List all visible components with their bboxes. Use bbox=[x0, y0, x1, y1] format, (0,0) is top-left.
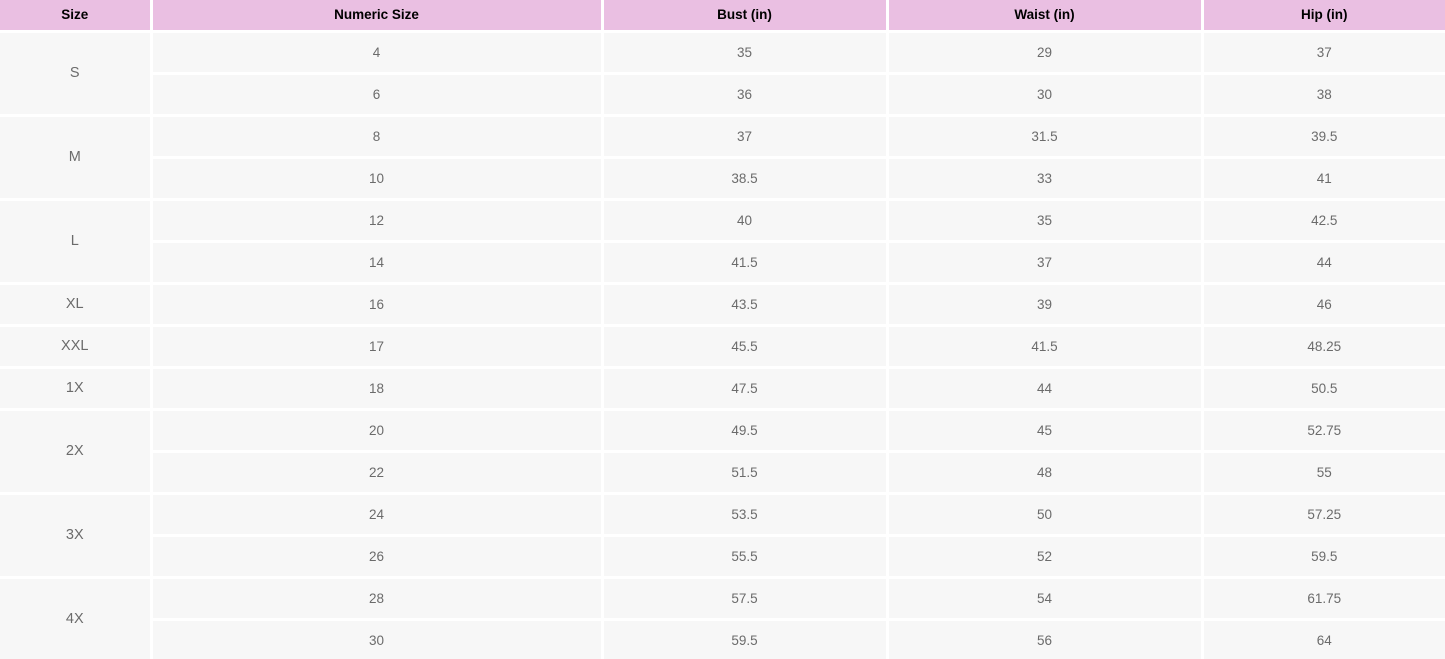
measurement-cell: 20 bbox=[151, 409, 604, 453]
table-row: 1X 18 47.5 44 50.5 bbox=[0, 367, 1445, 411]
table-row: 10 38.5 33 41 bbox=[0, 157, 1445, 201]
table-row: S 4 35 29 37 bbox=[0, 31, 1445, 117]
column-header-size: Size bbox=[0, 0, 153, 33]
measurement-cell: 52 bbox=[887, 535, 1204, 579]
measurement-cell: 42.5 bbox=[1202, 199, 1445, 243]
size-group-cell: L bbox=[0, 199, 153, 285]
table-row: 3X 24 53.5 50 57.25 bbox=[0, 493, 1445, 579]
size-group-cell: 1X bbox=[0, 367, 153, 411]
measurement-cell: 40 bbox=[602, 199, 889, 243]
measurement-cell: 53.5 bbox=[602, 493, 889, 537]
header-row: Size Numeric Size Bust (in) Waist (in) Hip (… bbox=[0, 0, 1445, 33]
table-head: Size Numeric Size Bust (in) Waist (in) Hip (… bbox=[0, 0, 1445, 33]
table-row: L 12 40 35 42.5 bbox=[0, 199, 1445, 285]
measurement-cell: 35 bbox=[602, 31, 889, 75]
table-row: 2X 20 49.5 45 52.75 bbox=[0, 409, 1445, 495]
size-group-cell: M bbox=[0, 115, 153, 201]
measurement-cell: 37 bbox=[887, 241, 1204, 285]
measurement-cell: 45.5 bbox=[602, 325, 889, 369]
measurement-cell: 49.5 bbox=[602, 409, 889, 453]
measurement-cell: 48 bbox=[887, 451, 1204, 495]
measurement-cell: 48.25 bbox=[1202, 325, 1445, 369]
measurement-cell: 61.75 bbox=[1202, 577, 1445, 621]
measurement-cell: 17 bbox=[151, 325, 604, 369]
measurement-cell: 29 bbox=[887, 31, 1204, 75]
measurement-cell: 30 bbox=[151, 619, 604, 659]
measurement-cell: 55 bbox=[1202, 451, 1445, 495]
measurement-cell: 64 bbox=[1202, 619, 1445, 659]
measurement-cell: 22 bbox=[151, 451, 604, 495]
table-row: 14 41.5 37 44 bbox=[0, 241, 1445, 285]
measurement-cell: 18 bbox=[151, 367, 604, 411]
size-group-cell: 3X bbox=[0, 493, 153, 579]
measurement-cell: 8 bbox=[151, 115, 604, 159]
table-row: 4X 28 57.5 54 61.75 bbox=[0, 577, 1445, 659]
measurement-cell: 24 bbox=[151, 493, 604, 537]
column-header-numeric-size: Numeric Size bbox=[151, 0, 604, 33]
measurement-cell: 28 bbox=[151, 577, 604, 621]
measurement-cell: 12 bbox=[151, 199, 604, 243]
table-row: XL 16 43.5 39 46 bbox=[0, 283, 1445, 327]
measurement-cell: 38 bbox=[1202, 73, 1445, 117]
measurement-cell: 31.5 bbox=[887, 115, 1204, 159]
size-group-cell: 4X bbox=[0, 577, 153, 659]
size-group-cell: 2X bbox=[0, 409, 153, 495]
measurement-cell: 54 bbox=[887, 577, 1204, 621]
measurement-cell: 26 bbox=[151, 535, 604, 579]
measurement-cell: 45 bbox=[887, 409, 1204, 453]
table-body: S 4 35 29 37 6 36 30 38 M 8 37 31.5 39.5 10 38.5 33 41 L 12… bbox=[0, 31, 1445, 659]
measurement-cell: 30 bbox=[887, 73, 1204, 117]
measurement-cell: 44 bbox=[1202, 241, 1445, 285]
measurement-cell: 51.5 bbox=[602, 451, 889, 495]
measurement-cell: 52.75 bbox=[1202, 409, 1445, 453]
measurement-cell: 36 bbox=[602, 73, 889, 117]
measurement-cell: 37 bbox=[1202, 31, 1445, 75]
measurement-cell: 57.5 bbox=[602, 577, 889, 621]
column-header-hip-in: Hip (in) bbox=[1202, 0, 1445, 33]
measurement-cell: 55.5 bbox=[602, 535, 889, 579]
measurement-cell: 38.5 bbox=[602, 157, 889, 201]
measurement-cell: 50.5 bbox=[1202, 367, 1445, 411]
measurement-cell: 59.5 bbox=[1202, 535, 1445, 579]
column-header-bust-in: Bust (in) bbox=[602, 0, 889, 33]
size-group-cell: XL bbox=[0, 283, 153, 327]
measurement-cell: 57.25 bbox=[1202, 493, 1445, 537]
table-row: M 8 37 31.5 39.5 bbox=[0, 115, 1445, 201]
table-row: 26 55.5 52 59.5 bbox=[0, 535, 1445, 579]
measurement-cell: 56 bbox=[887, 619, 1204, 659]
measurement-cell: 16 bbox=[151, 283, 604, 327]
measurement-cell: 39.5 bbox=[1202, 115, 1445, 159]
size-group-cell: S bbox=[0, 31, 153, 117]
measurement-cell: 39 bbox=[887, 283, 1204, 327]
measurement-cell: 14 bbox=[151, 241, 604, 285]
table-row: 6 36 30 38 bbox=[0, 73, 1445, 117]
measurement-cell: 4 bbox=[151, 31, 604, 75]
measurement-cell: 10 bbox=[151, 157, 604, 201]
measurement-cell: 47.5 bbox=[602, 367, 889, 411]
table-row: 22 51.5 48 55 bbox=[0, 451, 1445, 495]
measurement-cell: 43.5 bbox=[602, 283, 889, 327]
size-group-cell: XXL bbox=[0, 325, 153, 369]
measurement-cell: 59.5 bbox=[602, 619, 889, 659]
column-header-waist-in: Waist (in) bbox=[887, 0, 1204, 33]
measurement-cell: 44 bbox=[887, 367, 1204, 411]
measurement-cell: 41.5 bbox=[887, 325, 1204, 369]
measurement-cell: 46 bbox=[1202, 283, 1445, 327]
measurement-cell: 37 bbox=[602, 115, 889, 159]
measurement-cell: 35 bbox=[887, 199, 1204, 243]
measurement-cell: 50 bbox=[887, 493, 1204, 537]
measurement-cell: 41 bbox=[1202, 157, 1445, 201]
measurement-cell: 6 bbox=[151, 73, 604, 117]
table-row: XXL 17 45.5 41.5 48.25 bbox=[0, 325, 1445, 369]
table-row: 30 59.5 56 64 bbox=[0, 619, 1445, 659]
measurement-cell: 41.5 bbox=[602, 241, 889, 285]
measurement-cell: 33 bbox=[887, 157, 1204, 201]
